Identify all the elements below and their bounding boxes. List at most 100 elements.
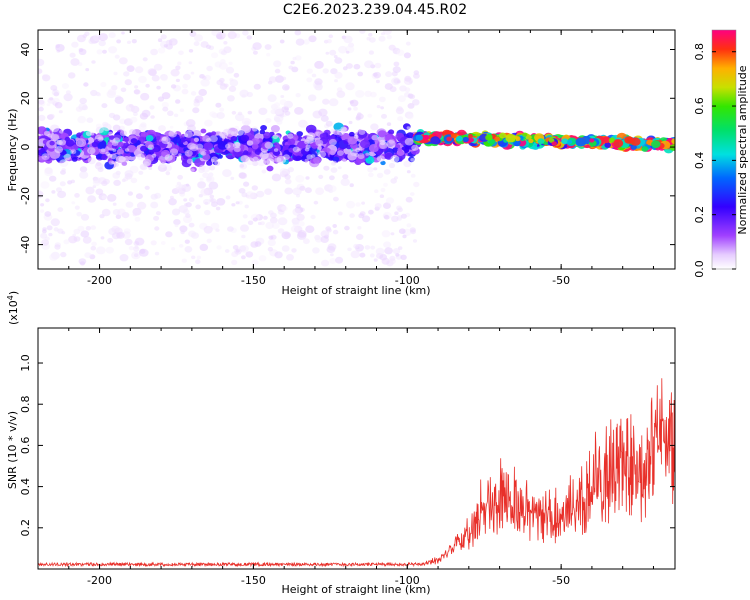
heatmap-cell [145,135,154,142]
heatmap-cell [329,258,337,264]
heatmap-cell [54,102,63,109]
heatmap-cell [357,112,362,117]
heatmap-cell [341,127,348,132]
heatmap-cell [392,248,401,255]
heatmap-cell [630,144,637,150]
heatmap-cell [74,193,80,198]
heatmap-cell [225,66,235,74]
heatmap-cell [380,187,386,193]
y-tick-label: -40 [19,236,32,254]
heatmap-cell [337,140,349,149]
heatmap-cell [343,35,353,44]
heatmap-cell [281,205,288,212]
heatmap-cell [347,107,352,111]
heatmap-cell [150,48,159,56]
heatmap-cell [220,50,227,56]
heatmap-cell [243,150,249,155]
heatmap-cell [348,120,353,125]
snr-marks [38,378,675,568]
heatmap-cell [77,115,87,124]
heatmap-cell [140,92,150,101]
x-tick-label: -150 [241,274,266,287]
heatmap-cell [160,241,166,245]
heatmap-cell [61,231,66,235]
heatmap-cell [551,141,557,146]
heatmap-cell [314,60,324,69]
heatmap-cell [281,76,287,81]
heatmap-cell [49,140,55,146]
heatmap-cell [334,71,343,79]
heatmap-cell [245,191,255,200]
heatmap-cell [42,229,47,234]
heatmap-cell [385,71,393,78]
heatmap-cell [219,131,229,139]
heatmap-cell [97,167,104,173]
heatmap-cell [223,83,229,88]
heatmap-cell [306,77,313,83]
heatmap-cell [305,225,315,233]
heatmap-cell [192,107,200,114]
heatmap-cell [170,68,180,77]
heatmap-cell [124,170,134,178]
heatmap-cell [359,30,366,34]
heatmap-cell [333,196,339,202]
heatmap-cell [589,138,595,143]
heatmap-cell [169,125,174,129]
heatmap-cell [273,148,279,152]
heatmap-cell [198,167,205,174]
heatmap-cell [321,259,330,267]
heatmap-cell [38,190,44,199]
heatmap-cell [70,149,77,155]
heatmap-cell [252,42,262,50]
heatmap-cell [118,156,126,163]
heatmap-cell [305,124,317,134]
snr-x-axis: -200 -150 -100 -50 [37,328,654,587]
heatmap-cell [184,239,190,244]
heatmap-cell [96,246,106,255]
heatmap-cell [264,44,272,50]
heatmap-cell [386,140,396,148]
heatmap-cell [215,206,221,211]
heatmap-cell [368,50,374,55]
heatmap-cell [63,239,70,245]
heatmap-cell [65,90,71,95]
heatmap-cell [313,200,319,205]
heatmap-cell [70,179,76,184]
heatmap-cell [100,81,107,88]
heatmap-ylabel: Frequency (Hz) [6,109,19,192]
heatmap-cell [127,191,133,196]
heatmap-cell [178,50,184,56]
heatmap-cell [231,259,238,265]
colorbar-tick-label: 0.0 [693,260,706,278]
heatmap-cell [380,106,384,110]
heatmap-cell [397,207,403,213]
heatmap-cell [112,202,117,206]
heatmap-cell [210,222,220,230]
heatmap-cell [214,161,221,166]
heatmap-cell [251,143,259,150]
heatmap-cell [138,75,147,84]
heatmap-cell [203,142,214,151]
heatmap-cell [71,157,78,162]
heatmap-cell [373,258,378,262]
heatmap-cell [430,136,440,145]
heatmap-cell [40,203,45,207]
heatmap-cell [131,39,137,44]
heatmap-cell [134,85,139,89]
heatmap-cell [174,223,179,228]
heatmap-cell [238,245,247,252]
heatmap-cell [127,145,136,153]
heatmap-cell [206,160,213,166]
heatmap-cell [357,71,364,77]
heatmap-cell [171,247,176,251]
heatmap-cell [308,94,317,102]
heatmap-cell [292,187,302,196]
heatmap-cell [396,106,403,112]
heatmap-cell [262,131,271,139]
heatmap-cell [179,137,186,143]
heatmap-cell [38,106,44,112]
heatmap-cell [157,38,163,43]
heatmap-cell [115,214,122,220]
heatmap-cell [61,168,66,172]
heatmap-cell [398,246,403,250]
